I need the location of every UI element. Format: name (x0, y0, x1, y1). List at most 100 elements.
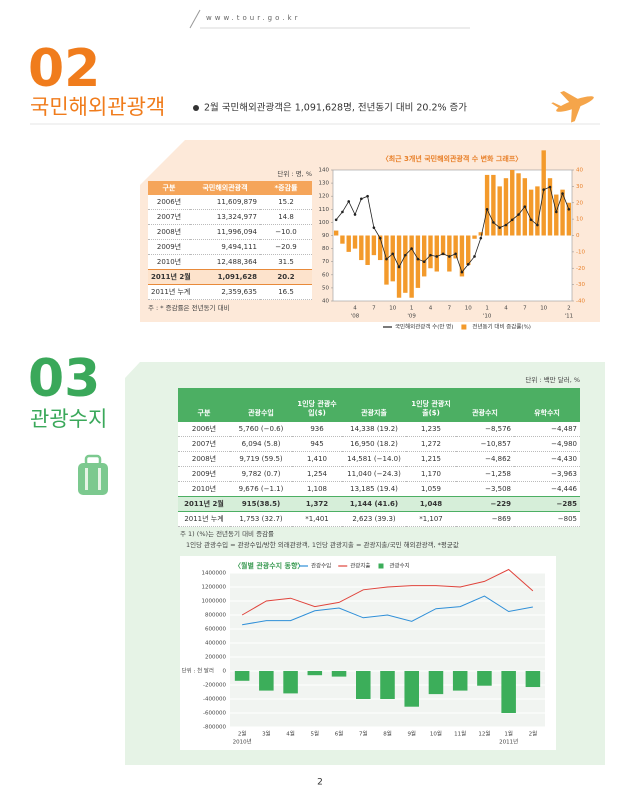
table-note: 주 1) (%)는 전년동기 대비 증감률 (180, 529, 274, 538)
visitor-table: 구분 국민해외관광객 *증감률 2006년 11,609,879 15.2 2007년 13,… (148, 181, 312, 300)
line-point (429, 253, 432, 257)
table-cell: 13,324,977 (190, 209, 260, 225)
table-cell: 11,609,879 (190, 195, 260, 210)
table-cell: 2011년 누계 (148, 284, 190, 300)
column-header: 관광수입 (230, 388, 292, 422)
x-group-label: '11 (565, 314, 574, 320)
line-point (416, 257, 420, 261)
y-tick-label: 110 (319, 207, 330, 213)
x-group-label: 2011년 (499, 738, 518, 746)
table-cell: 11,996,094 (190, 224, 260, 240)
x-tick-label: 3월 (262, 730, 271, 738)
y-tick-label: 400000 (205, 641, 226, 647)
line-point (473, 255, 476, 258)
table-cell: 9,676 (−1.1) (230, 481, 292, 497)
line-point (529, 218, 533, 222)
bar (466, 235, 471, 265)
x-tick-label: 1월 (504, 730, 513, 738)
bar (478, 232, 484, 236)
bar (472, 235, 477, 239)
line-point (391, 252, 395, 256)
bar (307, 671, 323, 676)
y-tick-label: -800000 (203, 725, 226, 731)
y-tick-label: 140 (319, 168, 330, 174)
column-header: 관광수지 (456, 388, 514, 422)
line-point (485, 208, 489, 211)
table-cell: 2010년 (148, 254, 190, 270)
table-cell: 2007년 (178, 436, 230, 452)
table-cell: 9,719 (59.5) (230, 451, 292, 467)
line-point (517, 213, 520, 216)
line-point (498, 226, 501, 229)
bar (491, 174, 496, 236)
table-cell: −4,446 (514, 481, 580, 497)
luggage-icon (78, 454, 108, 495)
table-cell: 15.2 (260, 195, 312, 210)
bar (234, 671, 250, 681)
bar (484, 174, 490, 236)
x-tick-label: 1 (485, 306, 489, 312)
x-tick-label: 2월 (238, 730, 247, 738)
table-cell: 14,338 (19.2) (342, 422, 406, 437)
x-tick-label: 7 (523, 306, 527, 312)
table-cell: 915(38.5) (230, 496, 292, 512)
table-note: 주 : * 증감률은 전년동기 대비 (148, 303, 230, 312)
y-tick-label: 80 (322, 246, 329, 252)
table-cell: 5,760 (−0.6) (230, 422, 292, 437)
bar (333, 230, 339, 236)
section3-number: 03 (28, 349, 100, 409)
x-tick-label: 8월 (383, 730, 392, 738)
y-tick-label: -400000 (203, 697, 226, 703)
bar (510, 170, 515, 236)
line-point (410, 247, 413, 250)
column-header: 유학수지 (514, 388, 580, 422)
line-point (397, 265, 401, 269)
line-point (561, 192, 564, 195)
table-cell: 9,782 (0.7) (230, 466, 292, 482)
table-cell: 2,359,635 (190, 284, 260, 300)
y-tick-label: 40 (322, 299, 329, 305)
bar (403, 235, 408, 293)
bar (440, 235, 446, 256)
y-tick-label: 130 (319, 181, 330, 187)
table-cell: 20.2 (260, 269, 312, 285)
y-tick-label: 120 (319, 194, 330, 200)
bullet (193, 105, 199, 111)
y-tick-label: 1200000 (202, 585, 227, 591)
x-tick-label: 2월 (529, 730, 538, 738)
table-cell: −10.0 (260, 224, 312, 240)
y2-tick-label: -10 (576, 249, 585, 255)
bar (497, 186, 502, 236)
table-cell: −869 (456, 511, 514, 527)
line-point (523, 205, 527, 208)
section2-headline: 2월 국민해외관광객은 1,091,628명, 전년동기 대비 20.2% 증가 (204, 102, 467, 114)
line (241, 568, 534, 616)
table-cell: 2006년 (178, 422, 230, 437)
line-point (479, 236, 483, 240)
line-point (372, 226, 376, 229)
x-tick-label: 9월 (407, 730, 416, 738)
table-unit: 단위 : 명, % (277, 169, 312, 178)
table-cell: 11,040 (−24.3) (342, 466, 406, 482)
x-tick-label: 2 (567, 306, 571, 312)
table-cell: 2009년 (148, 239, 190, 255)
y-tick-label: 0 (223, 669, 227, 675)
x-group-label: 2010년 (233, 738, 252, 746)
x-tick-label: 7 (448, 306, 452, 312)
table-row: 2008년 9,719 (59.5) 1,410 14,581 (−14.0) 1,21… (178, 451, 580, 467)
table-cell: −4,862 (456, 451, 514, 467)
table-row: 2006년 11,609,879 15.2 (148, 195, 312, 210)
table-cell: −20.9 (260, 239, 312, 255)
table-row: 2011년 2월 1,091,628 20.2 (148, 269, 312, 285)
line-point (353, 213, 357, 216)
line-point (510, 218, 514, 222)
section2-title: 국민해외관광객 (30, 95, 165, 119)
table-cell: 936 (292, 422, 342, 437)
table-cell: −4,430 (514, 451, 580, 467)
table-cell: 945 (292, 436, 342, 452)
chart-title: 〈최근 3개년 국민해외관광객 수 변화 그래프〉 (382, 154, 523, 163)
table-cell: 2009년 (178, 466, 230, 482)
legend-swatch (461, 324, 467, 330)
table-cell: 1,235 (406, 422, 456, 437)
bar (501, 671, 516, 713)
